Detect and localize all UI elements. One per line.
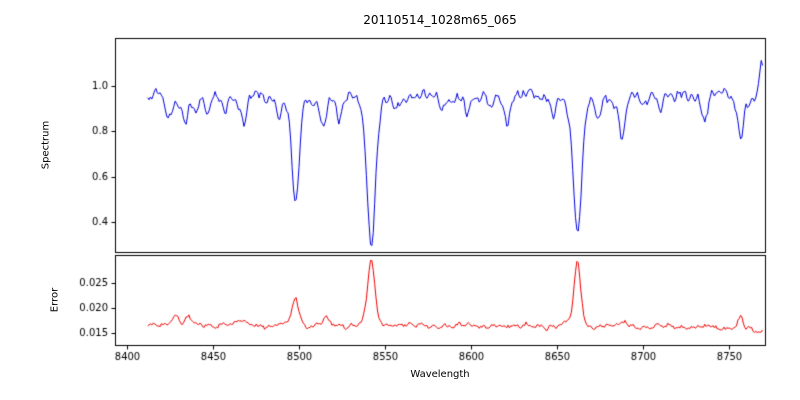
wavelength-axis-label: Wavelength: [410, 369, 470, 380]
plot-title: 20110514_1028m65_065: [363, 13, 517, 27]
error-axis-label: Error: [49, 287, 61, 313]
spectrum-axis-label: Spectrum: [40, 120, 52, 170]
